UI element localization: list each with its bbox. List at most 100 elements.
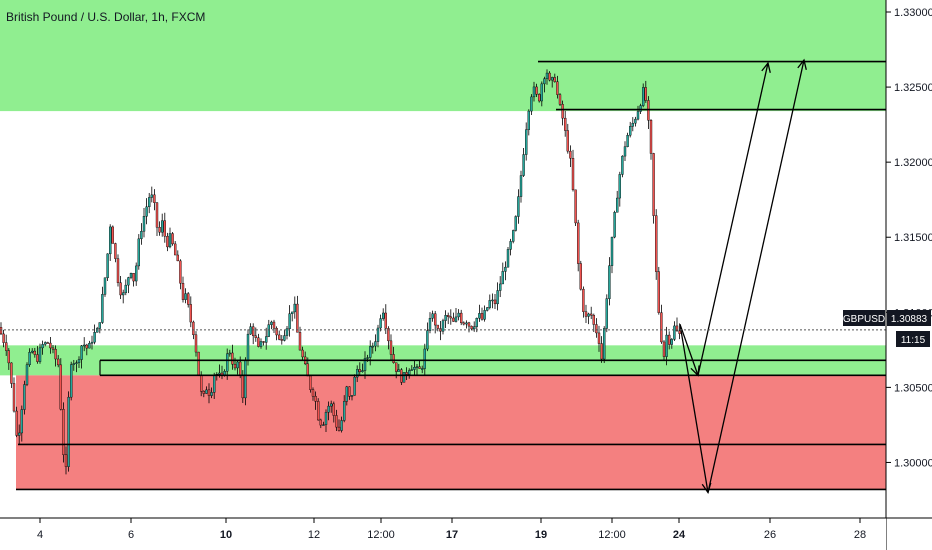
candle [491, 293, 494, 309]
projection-arrow-3[interactable] [707, 58, 807, 493]
candle [293, 296, 296, 319]
candle [298, 326, 302, 351]
levels-layer [16, 60, 886, 491]
candle [67, 391, 70, 472]
candle [522, 147, 525, 177]
candle [44, 341, 47, 347]
candle [496, 282, 499, 311]
candle [189, 296, 193, 328]
candle [57, 355, 60, 368]
candle [23, 380, 26, 415]
candle [538, 93, 541, 103]
x-tick-label: 19 [535, 529, 547, 541]
candle [400, 368, 403, 385]
candle [415, 364, 419, 376]
candle [88, 340, 91, 349]
candle [160, 213, 164, 237]
candle [18, 424, 21, 445]
candle [75, 360, 78, 373]
candle [33, 347, 36, 358]
candle [678, 323, 681, 340]
price-axis[interactable] [886, 0, 932, 518]
candle [644, 80, 647, 103]
candle [324, 409, 328, 433]
candle [467, 321, 471, 333]
candle [434, 310, 437, 334]
projection-arrow-1[interactable] [697, 61, 771, 376]
candle [558, 93, 562, 106]
candle [197, 351, 200, 376]
x-tick-label: 12:00 [598, 529, 626, 541]
x-tick-label: 24 [673, 529, 686, 541]
candle [343, 395, 346, 423]
candle [85, 343, 89, 356]
candle [184, 288, 187, 304]
y-ticks: 1.330001.325001.320001.315001.310001.305… [886, 7, 932, 469]
candle [267, 319, 270, 338]
x-tick-label: 12 [308, 529, 320, 541]
candle [462, 321, 465, 326]
time-axis[interactable] [0, 518, 886, 550]
candle [608, 257, 611, 306]
candle [314, 391, 317, 410]
candle [41, 340, 44, 355]
candle [114, 242, 117, 263]
candle [69, 361, 73, 401]
x-tick-label: 26 [764, 529, 776, 541]
candle [566, 123, 569, 154]
candle [262, 341, 265, 346]
candle [54, 345, 57, 367]
candle [629, 121, 632, 138]
projections-layer [679, 58, 807, 494]
candle [426, 322, 429, 352]
candle [571, 149, 575, 192]
candle [439, 321, 442, 341]
candle [31, 348, 34, 354]
x-ticks: 4 6 10 12 12:00 17 19 12:00 24 26 28 [37, 518, 866, 541]
candle [452, 312, 455, 322]
candle [153, 189, 156, 211]
y-tick-label: 1.30500 [894, 382, 932, 394]
candle [319, 418, 322, 429]
candle [163, 212, 167, 243]
candle [285, 326, 289, 340]
candle [119, 275, 122, 300]
candle [410, 365, 413, 371]
candle [545, 69, 549, 85]
candle [592, 313, 595, 333]
candle [413, 360, 416, 376]
candle [577, 219, 580, 272]
candle [441, 318, 445, 335]
symbol-badge: GBPUSD [843, 310, 885, 326]
candle [369, 340, 372, 366]
candle [647, 96, 650, 130]
candle [636, 105, 640, 121]
candle [382, 308, 385, 321]
candle [231, 344, 234, 370]
candle [249, 323, 252, 335]
candle [90, 335, 94, 350]
candle [535, 83, 538, 97]
candle [36, 346, 39, 364]
candle [111, 225, 115, 244]
candle [254, 327, 258, 342]
candle [512, 229, 515, 244]
candle [345, 385, 348, 406]
candle [46, 341, 49, 344]
candle [493, 294, 497, 310]
candle [25, 362, 29, 387]
candle [181, 276, 185, 303]
candle [335, 409, 338, 431]
candle [147, 192, 151, 214]
candle [350, 395, 354, 401]
y-tick-label: 1.33000 [894, 7, 932, 19]
candle [527, 109, 530, 136]
y-tick-label: 1.31500 [894, 232, 932, 244]
candle [265, 327, 268, 350]
candle [72, 359, 76, 371]
candle [259, 338, 263, 349]
candle [465, 320, 468, 329]
candle [519, 170, 523, 203]
candle [449, 309, 452, 325]
